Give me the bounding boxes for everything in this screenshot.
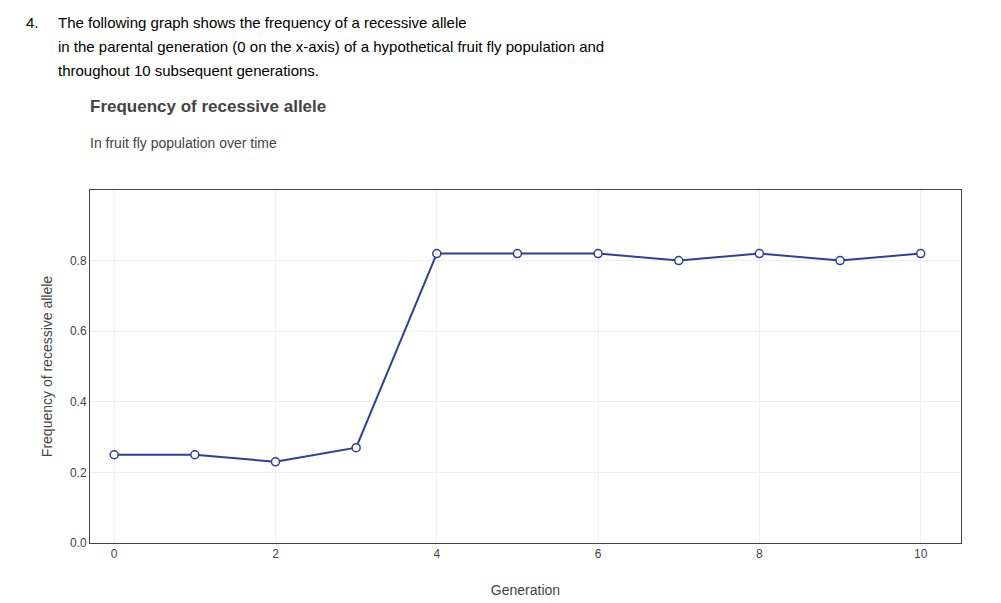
svg-text:0: 0 — [111, 547, 118, 561]
svg-text:2: 2 — [272, 547, 279, 561]
svg-text:The following graph shows the: The following graph shows the frequency … — [58, 14, 467, 31]
svg-text:0.0: 0.0 — [70, 536, 87, 550]
svg-text:Frequency of recessive allele: Frequency of recessive allele — [39, 276, 55, 458]
svg-text:Generation: Generation — [491, 582, 560, 598]
svg-text:4.: 4. — [26, 14, 39, 31]
svg-text:4: 4 — [433, 547, 440, 561]
svg-text:0.4: 0.4 — [70, 395, 87, 409]
svg-text:In fruit fly population over t: In fruit fly population over time — [90, 135, 277, 151]
svg-text:0.2: 0.2 — [70, 466, 87, 480]
svg-text:10: 10 — [914, 547, 928, 561]
svg-text:8: 8 — [756, 547, 763, 561]
svg-text:0.6: 0.6 — [70, 324, 87, 338]
svg-text:6: 6 — [595, 547, 602, 561]
svg-text:in the parental generation (0: in the parental generation (0 on the x-a… — [58, 38, 604, 55]
svg-text:0.8: 0.8 — [70, 254, 87, 268]
svg-text:Frequency of recessive allele: Frequency of recessive allele — [90, 97, 326, 116]
svg-text:throughout 10 subsequent gener: throughout 10 subsequent generations. — [58, 62, 319, 79]
